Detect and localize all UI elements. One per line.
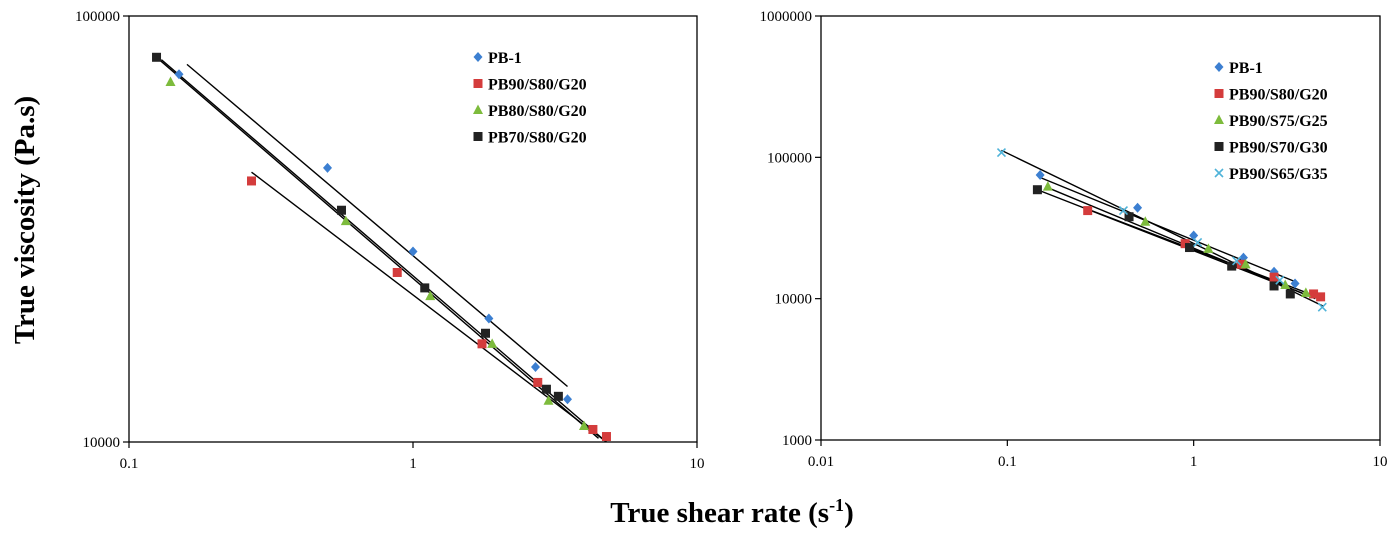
y-tick-label: 1000 bbox=[782, 433, 812, 449]
data-point bbox=[553, 391, 563, 401]
data-point bbox=[1042, 181, 1053, 191]
data-point bbox=[1317, 302, 1327, 312]
legend-label: PB-1 bbox=[1229, 60, 1263, 77]
data-point bbox=[1185, 243, 1195, 253]
data-point bbox=[425, 290, 436, 301]
data-point bbox=[323, 162, 333, 173]
data-point bbox=[1189, 230, 1199, 241]
x-axis-title-text: True shear rate (s bbox=[610, 497, 829, 529]
data-point bbox=[1290, 278, 1300, 289]
y-tick-label: 10000 bbox=[83, 435, 121, 451]
legend-label: PB-1 bbox=[488, 50, 522, 67]
legend-label: PB90/S80/G20 bbox=[488, 77, 587, 94]
y-tick-label: 10000 bbox=[775, 292, 813, 308]
data-point bbox=[487, 338, 498, 348]
data-point bbox=[480, 328, 490, 338]
trend-line bbox=[1039, 176, 1296, 283]
data-point bbox=[174, 69, 184, 80]
x-axis-title-superscript: -1 bbox=[829, 495, 844, 515]
left-chart: 0.1 1 10 10000 100000 PB-1 PB90/S80/G20 PB80/S8… bbox=[75, 9, 705, 472]
plot-frame bbox=[820, 15, 1381, 441]
data-point bbox=[1193, 237, 1203, 247]
trend-line bbox=[160, 59, 607, 443]
legend-label: PB70/S80/G20 bbox=[488, 130, 587, 147]
data-point bbox=[1035, 169, 1045, 180]
legend-marker bbox=[1214, 89, 1224, 98]
data-point bbox=[1140, 216, 1151, 226]
y-tick-label: 100000 bbox=[767, 150, 812, 166]
data-point bbox=[531, 361, 541, 372]
legend-marker bbox=[473, 79, 483, 88]
right-chart: 0.01 0.1 1 10 1000 10000 100000 1000000 PB-1 PB90… bbox=[760, 9, 1388, 470]
legend-marker bbox=[1214, 114, 1224, 124]
legend-marker bbox=[1214, 62, 1224, 72]
legend: PB-1 PB90/S80/G20 PB80/S80/G20 PB70/S80/G20 bbox=[473, 50, 587, 147]
legend: PB-1 PB90/S80/G20 PB90/S75/G25 PB90/S70/G30… bbox=[1214, 60, 1328, 183]
data-point bbox=[477, 339, 487, 349]
legend-marker bbox=[473, 104, 483, 114]
x-tick-label: 0.1 bbox=[998, 454, 1017, 470]
legend-label: PB90/S75/G25 bbox=[1229, 113, 1328, 130]
data-point bbox=[1236, 259, 1246, 269]
legend-label: PB90/S70/G30 bbox=[1229, 140, 1328, 157]
legend-marker bbox=[1214, 168, 1224, 178]
legend-marker bbox=[1214, 142, 1224, 151]
data-point bbox=[996, 148, 1007, 158]
data-point bbox=[165, 76, 176, 86]
x-tick-label: 0.01 bbox=[808, 454, 834, 470]
data-point bbox=[1309, 289, 1319, 299]
data-point bbox=[541, 384, 551, 394]
legend-marker bbox=[473, 132, 483, 141]
data-point bbox=[1232, 256, 1242, 266]
y-tick-label: 1000000 bbox=[760, 9, 813, 25]
x-tick-label: 0.1 bbox=[120, 456, 139, 472]
data-point bbox=[1269, 281, 1279, 291]
data-point bbox=[563, 394, 573, 405]
x-tick-label: 1 bbox=[409, 456, 417, 472]
trend-line bbox=[156, 56, 599, 439]
data-point bbox=[408, 246, 418, 257]
plot-frame bbox=[128, 15, 698, 443]
data-point bbox=[1285, 289, 1295, 299]
data-point bbox=[1275, 275, 1285, 285]
legend-label: PB80/S80/G20 bbox=[488, 103, 587, 120]
data-point bbox=[1203, 243, 1214, 253]
data-point bbox=[1133, 202, 1143, 213]
data-point bbox=[1240, 258, 1251, 269]
data-point bbox=[1124, 212, 1134, 222]
data-point bbox=[601, 432, 611, 442]
y-tick-label: 100000 bbox=[75, 9, 120, 25]
data-point bbox=[1269, 272, 1279, 282]
legend-marker bbox=[473, 52, 483, 62]
data-point bbox=[420, 283, 430, 293]
data-point bbox=[336, 205, 346, 215]
data-point bbox=[533, 377, 543, 387]
legend-label: PB90/S80/G20 bbox=[1229, 87, 1328, 104]
data-point bbox=[1032, 185, 1042, 195]
data-point bbox=[392, 267, 402, 277]
data-point bbox=[1227, 261, 1237, 271]
x-tick-label: 10 bbox=[690, 456, 705, 472]
x-tick-label: 1 bbox=[1190, 454, 1198, 470]
x-tick-label: 10 bbox=[1373, 454, 1388, 470]
trend-line bbox=[186, 63, 568, 388]
data-point bbox=[588, 424, 598, 434]
data-point bbox=[543, 395, 554, 405]
trend-line bbox=[251, 171, 607, 443]
data-point bbox=[484, 313, 494, 324]
data-point bbox=[1083, 206, 1093, 216]
data-point bbox=[1280, 279, 1291, 289]
x-axis-title-end: ) bbox=[844, 497, 854, 529]
data-point bbox=[247, 176, 257, 186]
data-point bbox=[152, 52, 162, 62]
data-point bbox=[1118, 206, 1129, 216]
data-point bbox=[340, 215, 351, 226]
y-axis-title: True viscosity (Pa.s) bbox=[9, 96, 41, 344]
data-point bbox=[1300, 287, 1311, 297]
legend-label: PB90/S65/G35 bbox=[1229, 166, 1328, 183]
data-point bbox=[1316, 292, 1326, 302]
data-point bbox=[578, 420, 589, 431]
x-axis-title: True shear rate (s-1) bbox=[610, 495, 853, 529]
